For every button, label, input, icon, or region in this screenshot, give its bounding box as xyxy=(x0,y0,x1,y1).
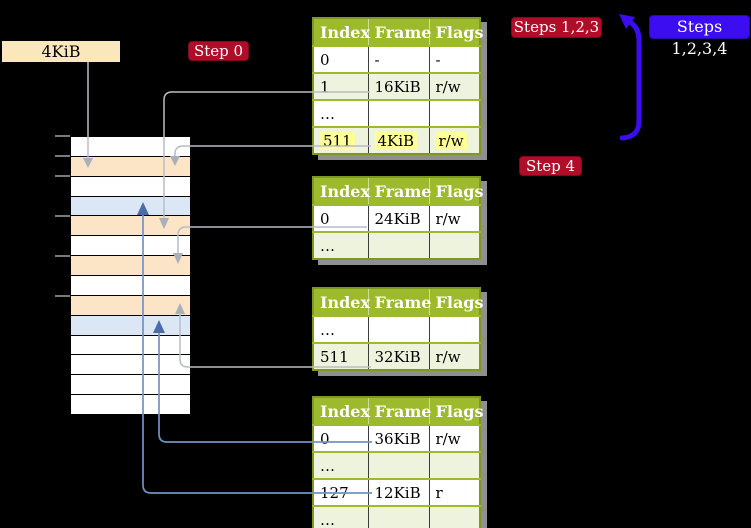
badge-steps-1-2-3-4: Steps 1,2,3,4 xyxy=(649,15,750,58)
table-row: … xyxy=(313,315,480,343)
column-header: Frame xyxy=(367,18,431,46)
table-cell xyxy=(428,451,480,479)
table-row: … xyxy=(313,505,480,528)
table-cell: 511 xyxy=(313,126,368,154)
table-cell: r/w xyxy=(428,126,480,154)
table-row: 127 12KiB r xyxy=(313,478,480,506)
table-cell: … xyxy=(313,451,368,479)
column-header: Index xyxy=(313,397,370,425)
table-cell: r/w xyxy=(428,204,480,232)
memory-frame-row-white xyxy=(71,275,190,295)
table-cell: 36KiB xyxy=(367,424,429,452)
memory-address-tick xyxy=(55,295,70,297)
column-header: Index xyxy=(313,18,370,46)
memory-frame-row-peach xyxy=(71,155,190,176)
memory-frame-row-white xyxy=(71,334,190,355)
table-cell: 24KiB xyxy=(367,204,429,232)
memory-frame-row-white xyxy=(71,394,190,415)
page-table-4: Index Frame Flags 0 36KiB r/w… 127 12KiB r… xyxy=(312,396,484,528)
memory-address-tick xyxy=(55,155,70,157)
column-header: Flags xyxy=(428,397,484,425)
column-header: Flags xyxy=(428,177,484,205)
table-cell: r/w xyxy=(428,72,480,100)
memory-frame-row-peach xyxy=(71,255,190,276)
memory-frame-row-peach xyxy=(71,294,190,315)
table-cell: 0 xyxy=(313,45,368,73)
table-row: 511 4KiB r/w xyxy=(313,126,480,154)
table-cell: 1 xyxy=(313,72,368,100)
table-cell xyxy=(367,315,429,343)
badge-step-4: Step 4 xyxy=(519,156,582,176)
table-cell: 511 xyxy=(313,342,368,370)
table-cell xyxy=(367,451,429,479)
table-cell: 12KiB xyxy=(367,478,429,506)
table-row: 0 24KiB r/w xyxy=(313,204,480,232)
table-row: 0 36KiB r/w xyxy=(313,424,480,452)
table-cell xyxy=(428,505,480,528)
physical-memory-column xyxy=(70,136,191,415)
memory-frame-row-peach xyxy=(71,215,190,236)
table-cell: r xyxy=(428,478,480,506)
memory-address-tick xyxy=(55,175,70,177)
column-header: Frame xyxy=(367,397,431,425)
memory-frame-row-white xyxy=(71,374,190,395)
column-header: Flags xyxy=(428,288,484,316)
steps-loop-arrow xyxy=(619,19,642,141)
table-cell xyxy=(367,99,429,127)
memory-frame-row-white xyxy=(71,235,190,256)
table-header-row: Index Frame Flags xyxy=(313,18,484,46)
table-row: … xyxy=(313,451,480,479)
table-cell xyxy=(367,505,429,528)
column-header: Flags xyxy=(428,18,484,46)
table-row: 0-- xyxy=(313,45,480,73)
table-cell: … xyxy=(313,99,368,127)
table-header-row: Index Frame Flags xyxy=(313,288,484,316)
badge-steps-1-2-3: Steps 1,2,3 xyxy=(511,17,602,38)
memory-address-tick xyxy=(55,255,70,257)
badge-step-0: Step 0 xyxy=(188,41,249,61)
table-cell: 16KiB xyxy=(367,72,429,100)
table-cell xyxy=(428,99,480,127)
memory-frame-row-white xyxy=(71,137,190,156)
table-cell: - xyxy=(428,45,480,73)
table-cell: 0 xyxy=(313,424,368,452)
column-header: Frame xyxy=(367,177,431,205)
column-header: Index xyxy=(313,177,370,205)
memory-frame-row-blue xyxy=(71,195,190,216)
page-table-2: Index Frame Flags 0 24KiB r/w… xyxy=(312,176,484,260)
memory-frame-row-white xyxy=(71,175,190,196)
table-cell: r/w xyxy=(428,424,480,452)
table-header-row: Index Frame Flags xyxy=(313,177,484,205)
table-cell: 127 xyxy=(313,478,368,506)
table-cell xyxy=(428,315,480,343)
table-cell xyxy=(428,231,480,259)
table-cell: … xyxy=(313,315,368,343)
table-cell: 0 xyxy=(313,204,368,232)
table-cell: r/w xyxy=(428,342,480,370)
memory-address-tick xyxy=(55,135,70,137)
page-table-level-top: Index Frame Flags 0- -1 16KiB r/w… 511 4KiB r/w xyxy=(312,17,484,155)
memory-address-tick xyxy=(55,215,70,217)
table-row: 511 32KiB r/w xyxy=(313,342,480,370)
memory-frame-row-blue xyxy=(71,314,190,335)
table-cell: - xyxy=(367,45,429,73)
page-table-3: Index Frame Flags… 511 32KiB r/w xyxy=(312,287,484,371)
memory-frame-row-white xyxy=(71,354,190,375)
table-cell: 32KiB xyxy=(367,342,429,370)
table-row: 1 16KiB r/w xyxy=(313,72,480,100)
table-cell xyxy=(367,231,429,259)
table-cell: 4KiB xyxy=(367,126,429,154)
column-header: Index xyxy=(313,288,370,316)
table-row: … xyxy=(313,99,480,127)
table-row: … xyxy=(313,231,480,259)
steps-loop-arrowhead xyxy=(619,14,635,29)
column-header: Frame xyxy=(367,288,431,316)
table-cell: … xyxy=(313,505,368,528)
table-cell: … xyxy=(313,231,368,259)
table-header-row: Index Frame Flags xyxy=(313,397,484,425)
frame-address-label: 4KiB xyxy=(2,41,120,62)
